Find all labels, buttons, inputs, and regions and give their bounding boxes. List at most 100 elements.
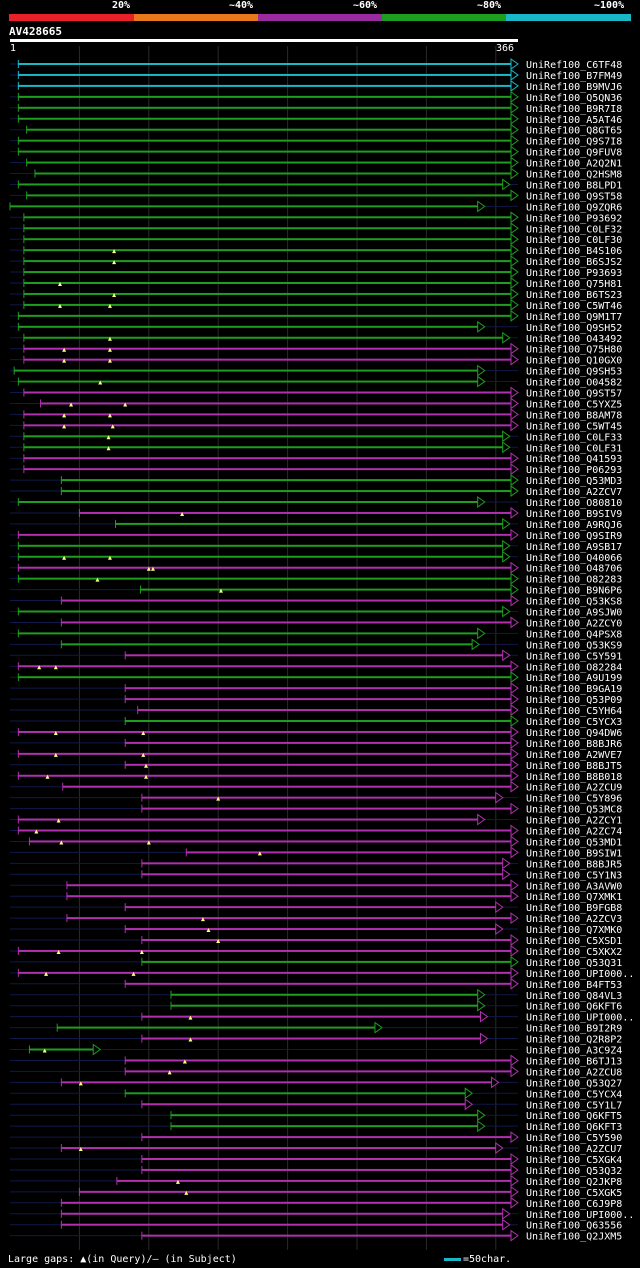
hit-bar: [29, 1048, 95, 1051]
gap-marker: [188, 1037, 193, 1042]
gap-marker: [107, 555, 112, 560]
hit-arrow: [510, 277, 519, 289]
hit-label: UniRef100_Q63556: [526, 1221, 622, 1232]
hit-arrow: [510, 824, 519, 837]
hit-arrow: [510, 594, 519, 607]
hit-label: UniRef100_B4S106: [526, 246, 622, 257]
hit-arrow: [510, 58, 519, 70]
legend-label-40: ~40%: [229, 0, 254, 11]
hit-arrow: [510, 68, 519, 81]
legend-label-20: 20%: [112, 0, 131, 11]
hit-label: UniRef100_UPI000..: [526, 969, 634, 980]
hit-arrow: [510, 561, 519, 574]
gap-marker: [216, 939, 221, 943]
hit-label: UniRef100_C5Y590: [526, 1133, 622, 1144]
hit-label: UniRef100_Q53Q31: [526, 958, 622, 969]
hit-label: UniRef100_A3AVW0: [526, 881, 622, 892]
hit-arrow: [477, 496, 486, 508]
query-start-label: 1: [10, 43, 17, 54]
hit-bar: [34, 172, 512, 175]
hit-arrow: [510, 1196, 519, 1209]
hit-bar: [23, 249, 512, 252]
hit-arrow: [510, 211, 519, 224]
hit-arrow: [510, 1054, 519, 1067]
hit-arrow: [510, 255, 519, 268]
hit-label: UniRef100_O04582: [526, 378, 622, 389]
hit-arrow: [510, 1185, 519, 1198]
hit-bar: [66, 895, 512, 898]
hit-arrow: [510, 912, 519, 925]
hit-arrow: [510, 485, 519, 498]
hit-arrow: [510, 758, 519, 771]
gap-marker: [112, 260, 117, 265]
hit-label: UniRef100_Q9ZQR6: [526, 202, 622, 213]
hit-bar: [66, 917, 512, 920]
hit-label: UniRef100_O82284: [526, 662, 622, 673]
hit-arrow: [510, 1229, 519, 1242]
hit-bar: [18, 665, 512, 668]
hit-arrow: [477, 375, 486, 388]
gap-marker: [56, 818, 61, 823]
gap-marker: [106, 446, 111, 451]
hit-arrow: [510, 452, 519, 465]
hit-label: UniRef100_C5Y1L7: [526, 1100, 622, 1111]
hit-bar: [61, 1212, 504, 1215]
hit-label: UniRef100_Q9ST57: [526, 389, 622, 400]
hit-arrow: [510, 966, 519, 979]
hit-bar: [141, 960, 513, 963]
hit-label: UniRef100_B7FM49: [526, 71, 622, 82]
gap-marker: [78, 1147, 83, 1152]
hit-label: UniRef100_Q9FUV8: [526, 148, 622, 159]
hit-label: UniRef100_C5YH64: [526, 706, 622, 717]
hit-bar: [125, 687, 513, 690]
gap-marker: [144, 774, 149, 779]
hit-arrow: [495, 791, 504, 804]
hit-bar: [125, 1092, 467, 1095]
hit-bar: [141, 1158, 513, 1160]
hit-bar: [23, 446, 504, 449]
hit-label: UniRef100_Q2JKP8: [526, 1177, 622, 1188]
hit-label: UniRef100_Q9ST58: [526, 191, 622, 202]
hit-arrow: [495, 901, 504, 914]
hit-bar: [23, 238, 512, 241]
gap-marker: [106, 435, 111, 440]
hit-bar: [141, 807, 513, 810]
gap-marker: [107, 347, 112, 352]
gap-marker: [107, 413, 112, 418]
hit-bar: [57, 1026, 376, 1029]
hit-label: UniRef100_C5YCX4: [526, 1089, 622, 1100]
gap-marker: [206, 928, 211, 933]
scale-bar: [444, 1257, 461, 1261]
hit-arrow: [477, 320, 486, 333]
legend-band-100: [506, 14, 631, 21]
hit-label: UniRef100_B9SIV9: [526, 509, 622, 520]
hit-bar: [18, 752, 512, 755]
hit-arrow: [502, 517, 511, 530]
hit-bar: [23, 260, 512, 263]
hit-label: UniRef100_Q75H80: [526, 345, 622, 356]
hit-bar: [141, 1103, 467, 1106]
hit-arrow: [502, 539, 511, 552]
gap-marker: [112, 249, 117, 254]
hit-arrow: [510, 134, 519, 147]
hit-label: UniRef100_Q9SIR9: [526, 531, 622, 542]
hit-label: UniRef100_Q53MD1: [526, 837, 622, 848]
gap-marker: [59, 840, 64, 845]
hit-label: UniRef100_A9U199: [526, 673, 622, 684]
hit-arrow: [502, 1218, 511, 1231]
hit-bar: [125, 1070, 513, 1073]
hit-label: UniRef100_C5WT46: [526, 301, 622, 312]
hit-label: UniRef100_Q10GX0: [526, 356, 622, 367]
hit-bar: [125, 982, 513, 985]
hit-bar: [140, 588, 512, 591]
hit-arrow: [495, 923, 504, 936]
hit-label: UniRef100_A2WVE7: [526, 750, 622, 761]
hit-bar: [23, 457, 512, 460]
hit-arrow: [510, 1131, 519, 1144]
hit-bar: [141, 1234, 513, 1237]
hit-bar: [61, 490, 512, 493]
hit-arrow: [510, 693, 519, 706]
hit-bar: [18, 183, 504, 186]
hit-label: UniRef100_A2ZCY0: [526, 618, 622, 629]
